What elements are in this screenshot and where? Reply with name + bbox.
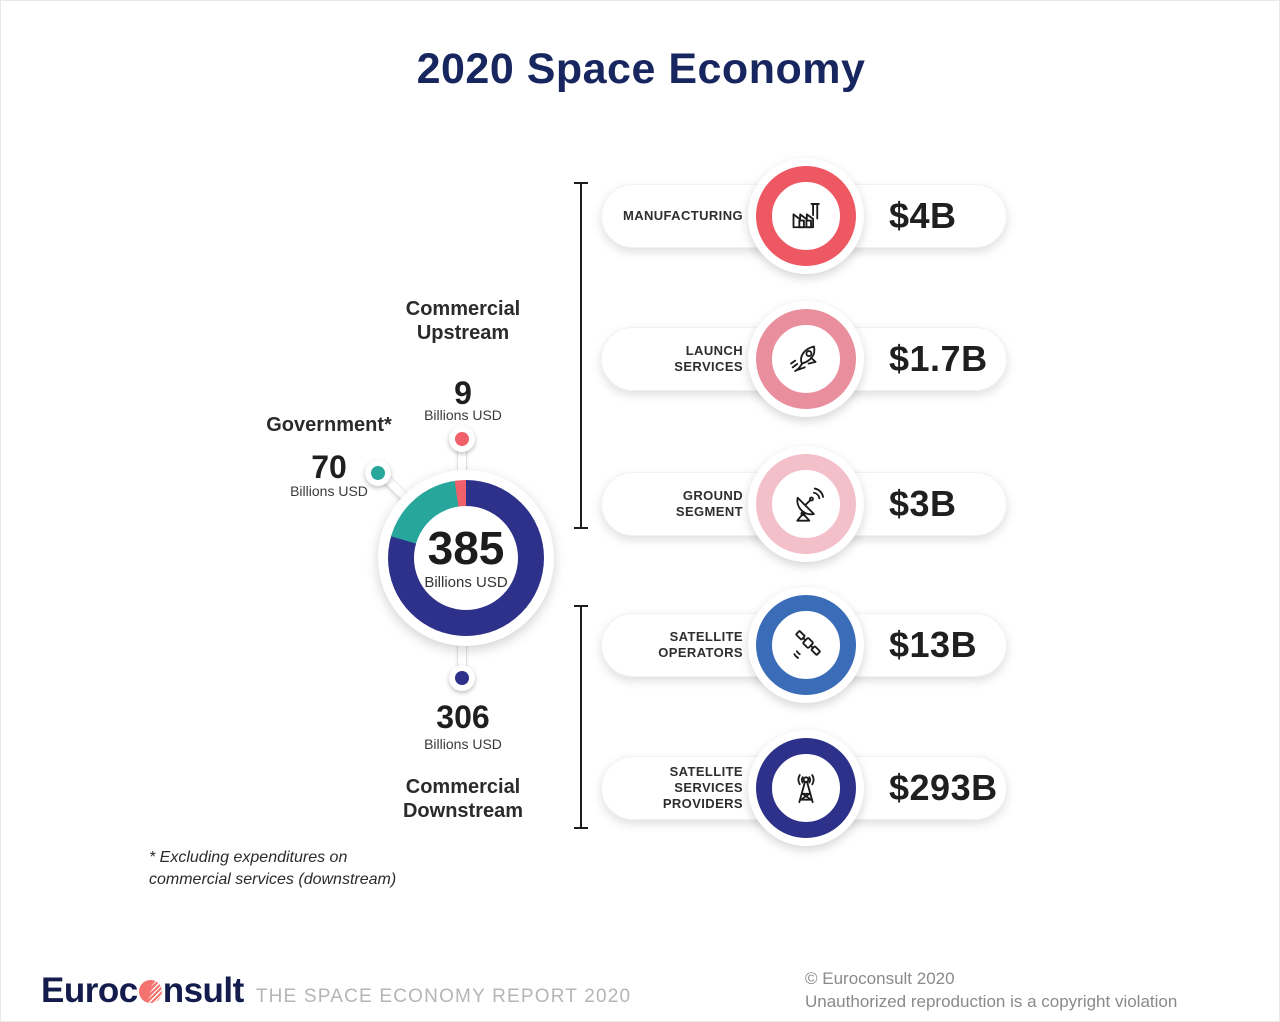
card-launch-services-label: LAUNCH SERVICES — [674, 343, 743, 374]
downstream-dot-fill — [455, 671, 469, 685]
card-manufacturing-label: MANUFACTURING — [622, 208, 743, 223]
page-title: 2020 Space Economy — [416, 45, 866, 93]
downstream-value: 306 — [436, 699, 490, 735]
upstream-bracket — [574, 182, 588, 529]
upstream-dot — [449, 426, 475, 452]
card-ground-segment-value: $3B — [889, 483, 957, 524]
downstream-unit: Billions USD — [424, 736, 502, 752]
upstream-unit: Billions USD — [424, 407, 502, 423]
card-satellite-operators-value: $13B — [889, 624, 978, 665]
card-ground-segment-label: GROUND SEGMENT — [675, 488, 743, 519]
government-unit: Billions USD — [290, 483, 368, 499]
upstream-label: Commercial Upstream — [405, 298, 521, 344]
factory-icon — [786, 196, 826, 236]
card-satellite-operators-label: SATELLITE OPERATORS — [658, 629, 743, 660]
report-tagline: THE SPACE ECONOMY REPORT 2020 — [255, 986, 632, 1007]
stem-downstream — [458, 629, 466, 673]
logo-coral-dot-icon — [138, 980, 162, 1003]
card-satellite-services-providers-value: $293B — [889, 767, 998, 808]
donut-total-unit: Billions USD — [424, 574, 508, 591]
card-satellite-services-providers-ring — [756, 738, 856, 838]
donut-total-value: 385 — [427, 522, 505, 574]
downstream-dot — [449, 665, 475, 691]
broadcast-tower-icon — [786, 768, 826, 808]
footnote: * Excluding expenditures on commercial s… — [149, 849, 397, 888]
downstream-bracket — [574, 605, 588, 829]
upstream-dot-fill — [455, 432, 469, 446]
copyright-notice: © Euroconsult 2020 Unauthorized reproduc… — [805, 969, 1178, 1011]
government-dot — [365, 460, 391, 486]
donut-center: 385 Billions USD — [414, 506, 518, 610]
card-launch-services-value: $1.7B — [889, 338, 988, 379]
card-ground-segment-ring — [756, 454, 856, 554]
card-satellite-services-providers-label: SATELLITE SERVICES PROVIDERS — [662, 764, 743, 811]
card-manufacturing-value: $4B — [889, 195, 957, 236]
satellite-dish-icon — [786, 484, 826, 524]
government-label: Government* — [266, 414, 392, 436]
satellite-icon — [786, 625, 826, 665]
rocket-icon — [786, 339, 826, 379]
card-manufacturing-ring — [756, 166, 856, 266]
logo-text-suffix: nsult — [162, 971, 245, 1010]
card-launch-services-ring — [756, 309, 856, 409]
downstream-label: Commercial Downstream — [402, 776, 524, 822]
government-dot-fill — [371, 466, 385, 480]
stem-upstream — [458, 441, 466, 486]
euroconsult-logo: Euroc nsult THE SPACE ECONOMY REPORT 2020 — [41, 971, 631, 1011]
upstream-value: 9 — [454, 375, 472, 411]
government-value: 70 — [311, 449, 347, 485]
card-satellite-operators-ring — [756, 595, 856, 695]
logo-text-prefix: Euroc — [41, 971, 138, 1010]
